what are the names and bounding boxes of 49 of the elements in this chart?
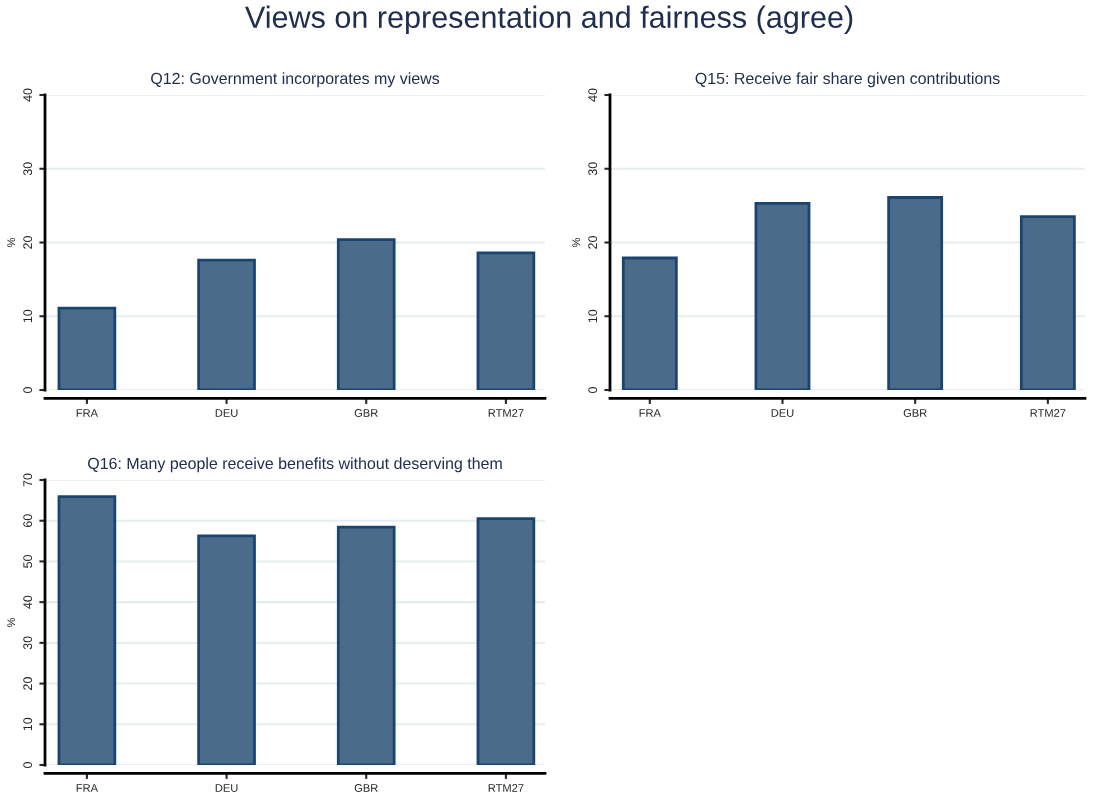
y-tick-label: 20: [23, 677, 33, 690]
y-tick-label: 30: [588, 162, 598, 176]
y-tick-label: 20: [588, 236, 598, 249]
x-tick-label: GBR: [903, 409, 927, 417]
bar: [476, 517, 536, 765]
bar: [57, 306, 117, 390]
x-tick-label: RTM27: [488, 409, 524, 417]
y-tick-label: 20: [23, 236, 33, 249]
y-axis-title: %: [572, 237, 581, 248]
x-tick-label: FRA: [76, 784, 98, 792]
bar: [197, 258, 256, 390]
x-tick-label: DEU: [215, 409, 238, 417]
y-tick-label: 10: [23, 717, 33, 731]
bar: [1019, 215, 1076, 390]
y-tick-label: 30: [23, 162, 33, 176]
y-tick-label: 10: [588, 309, 598, 323]
y-tick-label: 0: [23, 387, 33, 393]
x-tick-label: RTM27: [1030, 409, 1066, 417]
chart-title: Q16: Many people receive benefits without deserving them: [88, 457, 502, 473]
x-tick-label: GBR: [354, 409, 378, 417]
bar: [887, 196, 944, 390]
y-axis-title: %: [7, 237, 16, 248]
y-tick-label: 70: [23, 473, 33, 487]
y-tick-label: 10: [23, 309, 33, 323]
bar: [754, 202, 811, 390]
y-axis-title: %: [7, 617, 16, 628]
y-tick-label: 60: [23, 514, 33, 528]
chart-title: Q15: Receive fair share given contributions: [695, 72, 1000, 88]
x-tick-label: FRA: [76, 409, 98, 417]
x-tick-label: DEU: [771, 409, 794, 417]
bar: [336, 238, 396, 390]
x-tick-label: GBR: [354, 784, 378, 792]
y-tick-label: 40: [23, 595, 33, 609]
x-tick-label: FRA: [639, 409, 661, 417]
bar: [197, 534, 256, 765]
bar: [476, 251, 536, 390]
y-tick-label: 40: [588, 88, 598, 102]
chart-title: Q12: Government incorporates my views: [151, 72, 440, 88]
bar: [621, 256, 678, 390]
x-tick-label: RTM27: [488, 784, 524, 792]
y-tick-label: 40: [23, 88, 33, 102]
bar: [57, 495, 117, 765]
y-tick-label: 0: [23, 762, 33, 768]
y-tick-label: 50: [23, 554, 33, 568]
bar: [336, 525, 396, 765]
y-tick-label: 30: [23, 636, 33, 650]
y-tick-label: 0: [588, 387, 598, 393]
text: Views on representation and fairness (agree): [245, 5, 853, 35]
x-tick-label: DEU: [215, 784, 238, 792]
